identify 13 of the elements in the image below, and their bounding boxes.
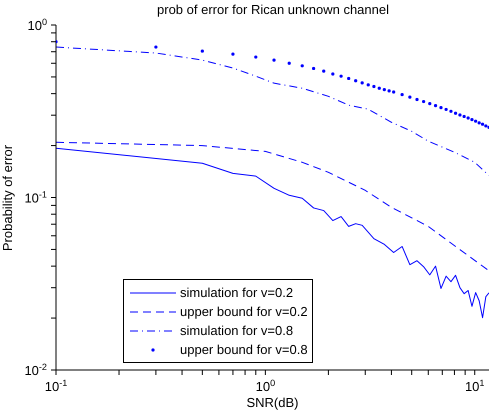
legend-label: simulation for v=0.8 [180,323,294,338]
y-tick-label: 10$^{0}$ [27,17,47,33]
chart-title: prob of error for Rican unknown channel [156,2,390,17]
y-axis-title: Probability of error [0,144,16,251]
x-tick-label: 10$^{-1}$ [44,378,68,394]
y-tick-label: 10$^{-2}$ [24,362,47,378]
x-axis-title: SNR(dB) [245,395,300,411]
legend-label: simulation for v=0.2 [180,285,294,300]
x-tick-label: 10$^{0}$ [256,378,276,394]
x-tick-label: 10$^{1}$ [464,378,484,394]
y-tick-label: 10$^{-1}$ [24,190,47,206]
legend-label: upper bound for v=0.8 [180,342,308,357]
legend-label: upper bound for v=0.2 [180,304,308,319]
